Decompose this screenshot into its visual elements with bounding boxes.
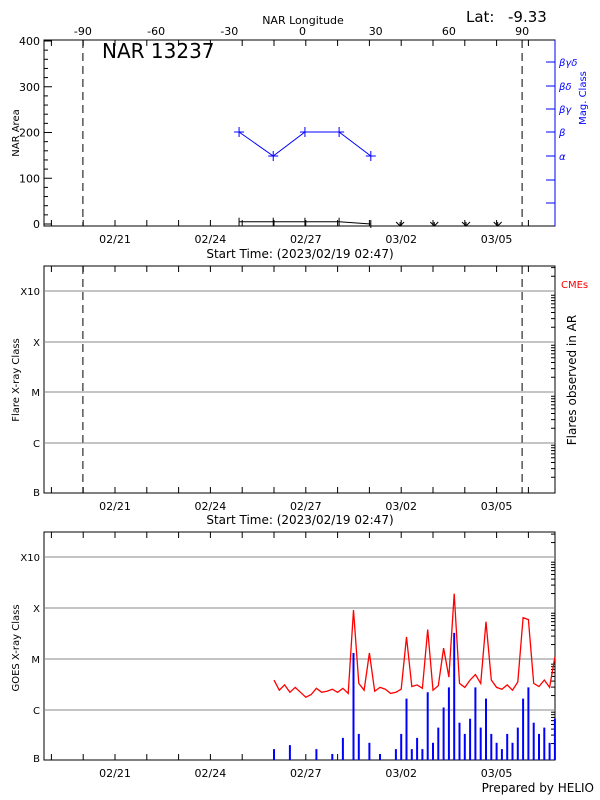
- x-tick-label: 02/24: [195, 233, 227, 246]
- goes-long-channel-line: [273, 593, 556, 698]
- lon-tick-label: -30: [220, 25, 238, 38]
- x-tick-label: 02/21: [99, 767, 131, 780]
- y-tick-label: X10: [20, 287, 40, 298]
- x-tick-label: 03/05: [481, 767, 513, 780]
- x-tick-label: 02/27: [290, 767, 322, 780]
- mag-tick-label: βγδ: [558, 58, 577, 69]
- mag-class-label: Mag. Class: [578, 71, 589, 125]
- lon-tick-label: 30: [369, 25, 383, 38]
- x-tick-label: 02/24: [195, 500, 227, 513]
- y-tick-label: M: [31, 655, 40, 666]
- mag-tick-label: βδ: [558, 82, 572, 93]
- footer-credit: Prepared by HELIO: [482, 781, 594, 795]
- mag-class-point: [334, 127, 345, 137]
- x-tick-label: 02/24: [195, 767, 227, 780]
- cme-legend: CMEs: [561, 280, 588, 291]
- unobserved-marker: [493, 221, 503, 227]
- panel2-ylabel: Flare X-ray Class: [11, 338, 22, 422]
- x-tick-label: 03/05: [481, 233, 513, 246]
- lon-tick-label: -90: [74, 25, 92, 38]
- lon-tick-label: 90: [515, 25, 529, 38]
- unobserved-marker: [461, 221, 471, 227]
- mag-tick-label: βγ: [558, 105, 572, 116]
- panel2-right-label: Flares observed in AR: [565, 315, 579, 445]
- y-tick-label: 100: [19, 172, 40, 185]
- y-tick-label: X: [33, 604, 40, 615]
- x-tick-label: 03/05: [481, 500, 513, 513]
- y-tick-label: 400: [19, 35, 40, 48]
- y-tick-label: 0: [33, 218, 40, 231]
- x-tick-label: 03/02: [385, 767, 417, 780]
- x-tick-label: 02/27: [290, 500, 322, 513]
- mag-tick-label: β: [558, 128, 566, 139]
- unobserved-marker: [395, 221, 405, 227]
- panel2-xlabel: Start Time: (2023/02/19 02:47): [206, 513, 393, 527]
- panel3-ylabel: GOES X-ray Class: [11, 604, 22, 691]
- y-tick-label: 200: [19, 127, 40, 140]
- x-tick-label: 02/27: [290, 233, 322, 246]
- panel1-xlabel: Start Time: (2023/02/19 02:47): [206, 247, 393, 261]
- mag-class-point: [268, 151, 279, 161]
- y-tick-label: M: [31, 388, 40, 399]
- top-axis-label: NAR Longitude: [262, 14, 344, 27]
- mag-class-point: [234, 127, 245, 137]
- y-tick-label: C: [33, 706, 40, 717]
- lat-label: Lat:: [466, 8, 494, 26]
- panel3-frame: [43, 531, 556, 761]
- lon-tick-label: 60: [442, 25, 456, 38]
- y-tick-label: X10: [20, 553, 40, 564]
- x-tick-label: 02/21: [99, 500, 131, 513]
- y-tick-label: 300: [19, 81, 40, 94]
- panel1-ylabel: NAR Area: [11, 109, 22, 156]
- x-tick-label: 02/21: [99, 233, 131, 246]
- region-title: NAR 13237: [102, 39, 215, 63]
- panel2-frame: [43, 265, 556, 494]
- unobserved-marker: [429, 221, 439, 227]
- y-tick-label: B: [33, 488, 40, 499]
- mag-class-point: [299, 127, 310, 137]
- x-tick-label: 03/02: [385, 233, 417, 246]
- x-tick-label: 03/02: [385, 500, 417, 513]
- mag-class-point: [365, 151, 376, 161]
- lon-tick-label: 0: [299, 25, 306, 38]
- y-tick-label: C: [33, 439, 40, 450]
- mag-tick-label: α: [559, 152, 566, 163]
- y-tick-label: B: [33, 754, 40, 765]
- panel1-frame: [43, 39, 556, 227]
- y-tick-label: X: [33, 338, 40, 349]
- lat-value: -9.33: [508, 8, 547, 26]
- lon-tick-label: -60: [147, 25, 165, 38]
